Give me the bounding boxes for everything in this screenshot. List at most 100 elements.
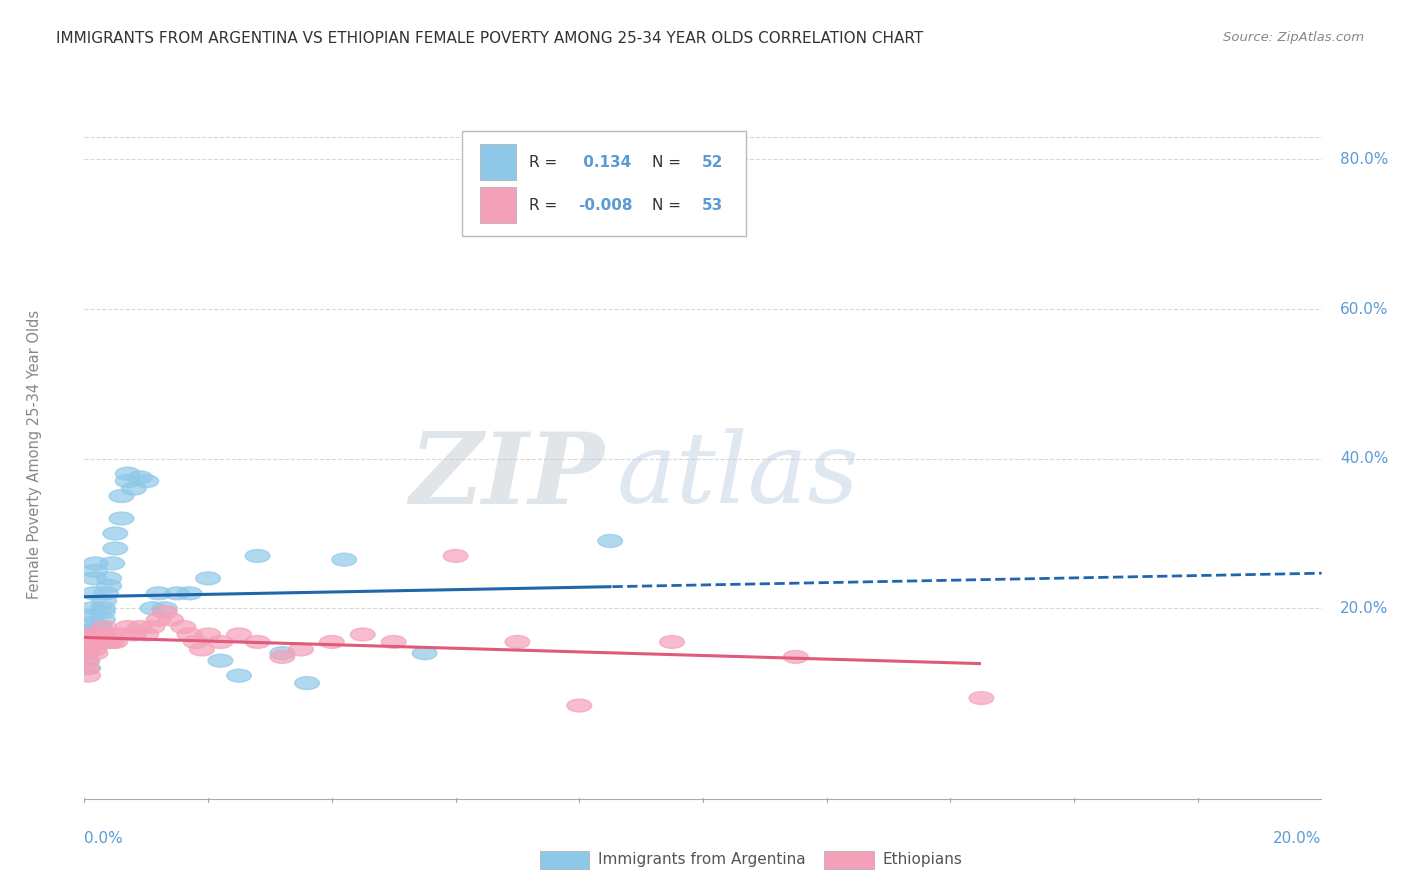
Ellipse shape (115, 621, 141, 633)
Ellipse shape (75, 647, 100, 660)
Ellipse shape (110, 490, 134, 502)
Ellipse shape (115, 467, 141, 480)
Ellipse shape (75, 662, 100, 674)
Ellipse shape (79, 635, 104, 648)
FancyBboxPatch shape (824, 851, 873, 869)
Ellipse shape (97, 572, 121, 585)
Ellipse shape (226, 628, 252, 641)
FancyBboxPatch shape (540, 851, 589, 869)
Text: 20.0%: 20.0% (1274, 830, 1322, 846)
Ellipse shape (128, 471, 152, 483)
Ellipse shape (177, 587, 202, 599)
Ellipse shape (121, 628, 146, 641)
Ellipse shape (82, 587, 105, 599)
Ellipse shape (94, 587, 118, 599)
Ellipse shape (97, 635, 121, 648)
Ellipse shape (319, 635, 344, 648)
Ellipse shape (195, 628, 221, 641)
Ellipse shape (141, 602, 165, 615)
Ellipse shape (103, 542, 128, 555)
Ellipse shape (87, 621, 112, 633)
Ellipse shape (152, 606, 177, 618)
Ellipse shape (73, 635, 98, 648)
FancyBboxPatch shape (481, 144, 516, 180)
Ellipse shape (75, 654, 100, 667)
Ellipse shape (77, 632, 103, 645)
Text: N =: N = (652, 154, 682, 169)
Ellipse shape (100, 557, 125, 570)
Ellipse shape (146, 587, 172, 599)
Ellipse shape (80, 602, 105, 615)
Ellipse shape (288, 643, 314, 656)
Ellipse shape (77, 635, 101, 648)
Ellipse shape (270, 647, 295, 660)
FancyBboxPatch shape (481, 187, 516, 223)
Text: 0.134: 0.134 (578, 154, 631, 169)
Ellipse shape (172, 621, 195, 633)
Ellipse shape (567, 699, 592, 712)
Ellipse shape (75, 635, 98, 648)
Ellipse shape (598, 534, 623, 548)
Ellipse shape (443, 549, 468, 562)
Ellipse shape (82, 572, 107, 585)
Ellipse shape (75, 647, 98, 660)
Text: 80.0%: 80.0% (1340, 152, 1389, 167)
Text: 0.0%: 0.0% (84, 830, 124, 846)
Ellipse shape (659, 635, 685, 648)
Ellipse shape (84, 628, 110, 641)
Ellipse shape (270, 650, 295, 664)
Text: N =: N = (652, 197, 682, 212)
Ellipse shape (83, 557, 108, 570)
Ellipse shape (412, 647, 437, 660)
Ellipse shape (86, 635, 110, 648)
Text: 52: 52 (702, 154, 723, 169)
Ellipse shape (94, 635, 118, 648)
Ellipse shape (76, 662, 100, 674)
Ellipse shape (152, 602, 177, 615)
Ellipse shape (226, 669, 252, 682)
Ellipse shape (134, 475, 159, 488)
Ellipse shape (87, 635, 112, 648)
Ellipse shape (208, 635, 233, 648)
Ellipse shape (208, 654, 233, 667)
Ellipse shape (79, 628, 103, 641)
Ellipse shape (110, 628, 134, 641)
Ellipse shape (84, 635, 110, 648)
Ellipse shape (90, 635, 115, 648)
Ellipse shape (79, 609, 104, 623)
Ellipse shape (103, 527, 128, 540)
Ellipse shape (969, 691, 994, 705)
Text: Female Poverty Among 25-34 Year Olds: Female Poverty Among 25-34 Year Olds (27, 310, 42, 599)
Ellipse shape (84, 635, 110, 648)
Text: 40.0%: 40.0% (1340, 451, 1389, 467)
Ellipse shape (134, 628, 159, 641)
Ellipse shape (90, 606, 115, 618)
Text: IMMIGRANTS FROM ARGENTINA VS ETHIOPIAN FEMALE POVERTY AMONG 25-34 YEAR OLDS CORR: IMMIGRANTS FROM ARGENTINA VS ETHIOPIAN F… (56, 31, 924, 46)
Ellipse shape (77, 635, 101, 648)
Ellipse shape (83, 565, 107, 577)
Text: 60.0%: 60.0% (1340, 301, 1389, 317)
Ellipse shape (76, 669, 100, 682)
Ellipse shape (100, 635, 125, 648)
Ellipse shape (350, 628, 375, 641)
Ellipse shape (82, 635, 105, 648)
Ellipse shape (79, 616, 103, 630)
Ellipse shape (91, 621, 117, 633)
Ellipse shape (195, 572, 221, 585)
Text: 53: 53 (702, 197, 723, 212)
Ellipse shape (90, 613, 115, 626)
Text: Ethiopians: Ethiopians (883, 853, 962, 867)
Ellipse shape (86, 628, 110, 641)
Ellipse shape (91, 594, 117, 607)
Ellipse shape (97, 628, 121, 641)
Ellipse shape (245, 549, 270, 562)
Ellipse shape (75, 654, 100, 667)
Text: ZIP: ZIP (409, 427, 605, 524)
Ellipse shape (97, 580, 121, 592)
Ellipse shape (245, 635, 270, 648)
Ellipse shape (165, 587, 190, 599)
Ellipse shape (103, 635, 128, 648)
Text: atlas: atlas (616, 428, 859, 524)
Ellipse shape (332, 553, 357, 566)
Ellipse shape (505, 635, 530, 648)
